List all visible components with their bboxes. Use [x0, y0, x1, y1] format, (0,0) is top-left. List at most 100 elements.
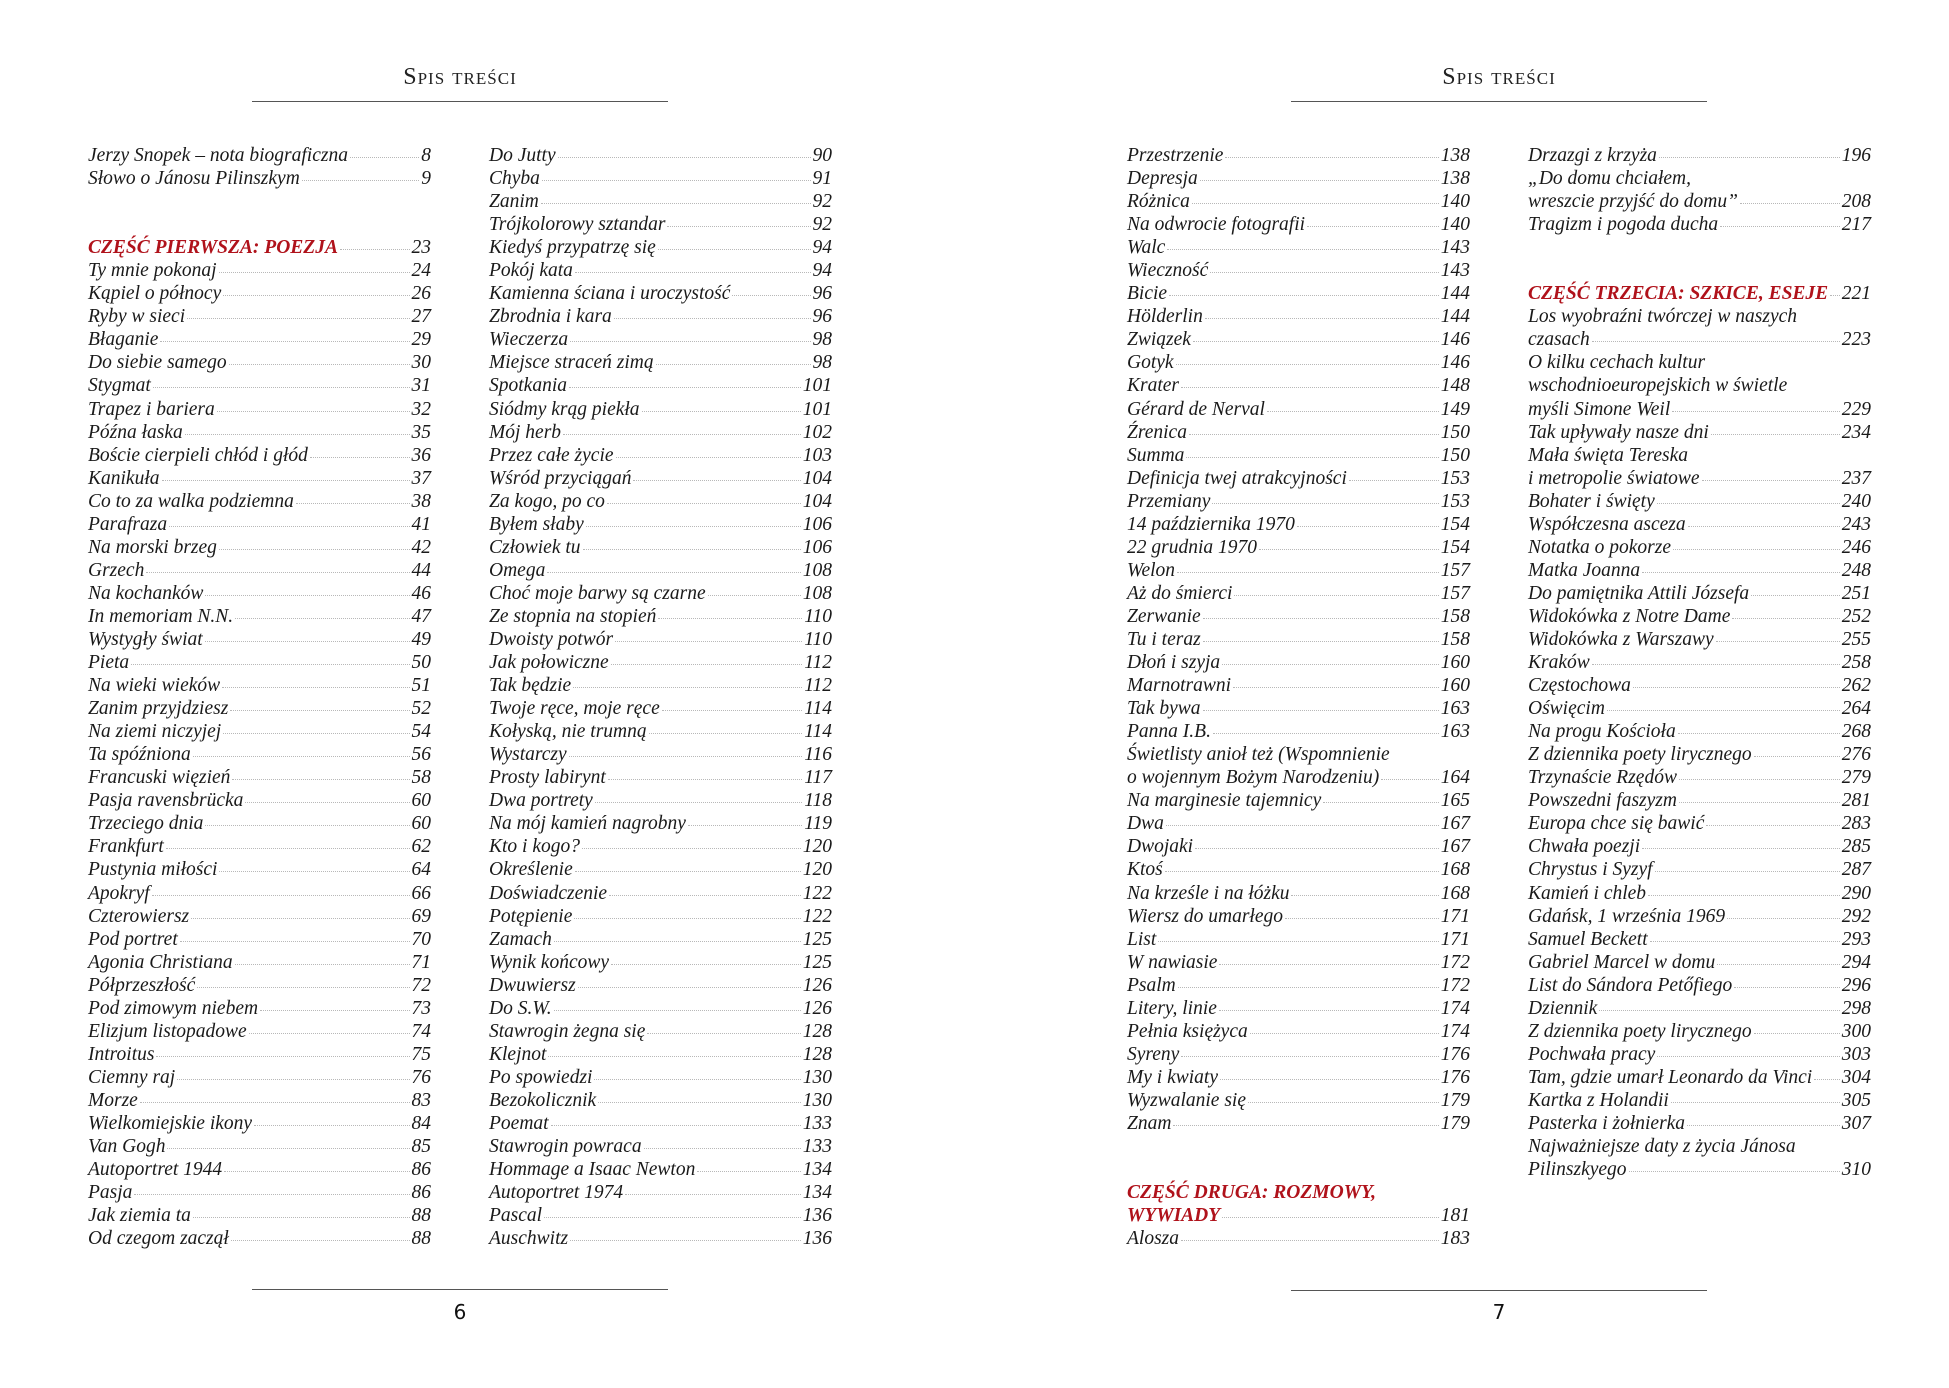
toc-entry[interactable]: Ta spóźniona 56 — [88, 743, 431, 766]
toc-entry[interactable]: Kanikuła 37 — [88, 467, 431, 490]
toc-entry[interactable]: Boście cierpieli chłód i głód 36 — [88, 444, 431, 467]
toc-entry[interactable]: Stygmat 31 — [88, 374, 431, 397]
toc-entry[interactable]: Wystygły świat 49 — [88, 628, 431, 651]
toc-entry[interactable]: Pod portret 70 — [88, 928, 431, 951]
toc-entry[interactable]: Do pamiętnika Attili Józsefa 251 — [1528, 582, 1871, 605]
toc-entry[interactable]: Prosty labirynt 117 — [489, 766, 832, 789]
toc-entry[interactable]: „Do domu chciałem, wreszcie przyjść do do… — [1528, 167, 1871, 213]
toc-entry[interactable]: Do Jutty 90 — [489, 144, 832, 167]
toc-entry[interactable]: Zanim przyjdziesz 52 — [88, 697, 431, 720]
toc-entry[interactable]: Dziennik 298 — [1528, 997, 1871, 1020]
toc-entry[interactable]: Doświadczenie 122 — [489, 882, 832, 905]
toc-entry[interactable]: Tragizm i pogoda ducha 217 — [1528, 213, 1871, 236]
toc-entry[interactable]: Na marginesie tajemnicy 165 — [1127, 789, 1470, 812]
toc-entry[interactable]: Autoportret 1974 134 — [489, 1181, 832, 1204]
toc-entry[interactable]: Notatka o pokorze 246 — [1528, 536, 1871, 559]
toc-entry[interactable]: Późna łaska 35 — [88, 421, 431, 444]
toc-entry[interactable]: Na mój kamień nagrobny 119 — [489, 812, 832, 835]
toc-entry[interactable]: Pełnia księżyca 174 — [1127, 1020, 1470, 1043]
toc-entry[interactable]: Van Gogh 85 — [88, 1135, 431, 1158]
toc-entry[interactable]: Panna I.B. 163 — [1127, 720, 1470, 743]
toc-entry[interactable]: Najważniejsze daty z życia Jánosa Pilinsz… — [1528, 1135, 1871, 1181]
toc-entry[interactable]: Dłoń i szyja 160 — [1127, 651, 1470, 674]
toc-entry[interactable]: Gérard de Nerval 149 — [1127, 398, 1470, 421]
toc-entry[interactable]: Od czegom zaczął 88 — [88, 1227, 431, 1250]
toc-entry[interactable]: Przez całe życie 103 — [489, 444, 832, 467]
toc-entry[interactable]: Po spowiedzi 130 — [489, 1066, 832, 1089]
toc-entry[interactable]: Welon 157 — [1127, 559, 1470, 582]
toc-entry[interactable]: Określenie 120 — [489, 858, 832, 881]
toc-entry[interactable]: Bohater i święty 240 — [1528, 490, 1871, 513]
toc-entry[interactable]: Kąpiel o północy 26 — [88, 282, 431, 305]
toc-entry[interactable]: Na kochanków 46 — [88, 582, 431, 605]
toc-entry[interactable]: Frankfurt 62 — [88, 835, 431, 858]
toc-entry[interactable]: Gabriel Marcel w domu 294 — [1528, 951, 1871, 974]
toc-entry[interactable]: Związek 146 — [1127, 328, 1470, 351]
toc-entry[interactable]: Samuel Beckett 293 — [1528, 928, 1871, 951]
toc-entry[interactable]: Dwa portrety 118 — [489, 789, 832, 812]
toc-entry[interactable]: Omega 108 — [489, 559, 832, 582]
toc-entry[interactable]: Francuski więzień 58 — [88, 766, 431, 789]
toc-entry[interactable]: Depresja 138 — [1127, 167, 1470, 190]
toc-entry[interactable]: Los wyobraźni twórczej w naszych czasach 2… — [1528, 305, 1871, 351]
toc-entry[interactable]: Auschwitz 136 — [489, 1227, 832, 1250]
toc-entry[interactable]: Kołyską, nie trumną 114 — [489, 720, 832, 743]
toc-entry[interactable]: Pustynia miłości 64 — [88, 858, 431, 881]
toc-entry[interactable]: Za kogo, po co 104 — [489, 490, 832, 513]
toc-section-heading[interactable]: CZĘŚĆ TRZECIA: SZKICE, ESEJE 221 — [1528, 282, 1871, 305]
toc-entry[interactable]: Chyba 91 — [489, 167, 832, 190]
toc-entry[interactable]: Trzeciego dnia 60 — [88, 812, 431, 835]
toc-entry[interactable]: Pokój kata 94 — [489, 259, 832, 282]
toc-entry[interactable]: Drzazgi z krzyża 196 — [1528, 144, 1871, 167]
toc-entry[interactable]: Pasja 86 — [88, 1181, 431, 1204]
toc-entry[interactable]: Na morski brzeg 42 — [88, 536, 431, 559]
toc-entry[interactable]: Ciemny raj 76 — [88, 1066, 431, 1089]
toc-entry[interactable]: Ryby w sieci 27 — [88, 305, 431, 328]
toc-entry[interactable]: Dwoisty potwór 110 — [489, 628, 832, 651]
toc-section-heading[interactable]: CZĘŚĆ PIERWSZA: POEZJA 23 — [88, 236, 431, 259]
toc-entry[interactable]: Autoportret 1944 86 — [88, 1158, 431, 1181]
toc-entry[interactable]: Na krześle i na łóżku 168 — [1127, 882, 1470, 905]
toc-entry[interactable]: Twoje ręce, moje ręce 114 — [489, 697, 832, 720]
toc-entry[interactable]: Morze 83 — [88, 1089, 431, 1112]
toc-entry[interactable]: Kamień i chleb 290 — [1528, 882, 1871, 905]
toc-entry[interactable]: Oświęcim 264 — [1528, 697, 1871, 720]
toc-entry[interactable]: Wieczność 143 — [1127, 259, 1470, 282]
toc-entry[interactable]: Na wieki wieków 51 — [88, 674, 431, 697]
toc-entry[interactable]: Do S.W. 126 — [489, 997, 832, 1020]
toc-entry[interactable]: Apokryf 66 — [88, 882, 431, 905]
toc-entry[interactable]: Europa chce się bawić 283 — [1528, 812, 1871, 835]
toc-entry[interactable]: Poemat 133 — [489, 1112, 832, 1135]
toc-entry[interactable]: Przemiany 153 — [1127, 490, 1470, 513]
toc-entry[interactable]: Klejnot 128 — [489, 1043, 832, 1066]
toc-entry[interactable]: Elizjum listopadowe 74 — [88, 1020, 431, 1043]
toc-entry[interactable]: Aż do śmierci 157 — [1127, 582, 1470, 605]
toc-entry[interactable]: Grzech 44 — [88, 559, 431, 582]
toc-entry[interactable]: In memoriam N.N. 47 — [88, 605, 431, 628]
toc-entry[interactable]: Z dziennika poety lirycznego 276 — [1528, 743, 1871, 766]
toc-entry[interactable]: Syreny 176 — [1127, 1043, 1470, 1066]
toc-entry[interactable]: Widokówka z Warszawy 255 — [1528, 628, 1871, 651]
toc-entry[interactable]: Wśród przyciągań 104 — [489, 467, 832, 490]
toc-entry[interactable]: 22 grudnia 1970 154 — [1127, 536, 1470, 559]
toc-entry[interactable]: Walc 143 — [1127, 236, 1470, 259]
toc-entry[interactable]: Do siebie samego 30 — [88, 351, 431, 374]
toc-entry[interactable]: Wystarczy 116 — [489, 743, 832, 766]
toc-entry[interactable]: Jak ziemia ta 88 — [88, 1204, 431, 1227]
toc-entry[interactable]: Pascal 136 — [489, 1204, 832, 1227]
toc-entry[interactable]: Stawrogin żegna się 128 — [489, 1020, 832, 1043]
toc-entry[interactable]: Ty mnie pokonaj 24 — [88, 259, 431, 282]
toc-entry[interactable]: Introitus 75 — [88, 1043, 431, 1066]
toc-entry[interactable]: Kraków 258 — [1528, 651, 1871, 674]
toc-entry[interactable]: Na ziemi niczyjej 54 — [88, 720, 431, 743]
toc-entry[interactable]: Wielkomiejskie ikony 84 — [88, 1112, 431, 1135]
toc-entry[interactable]: Wyzwalanie się 179 — [1127, 1089, 1470, 1112]
toc-entry[interactable]: Powszedni faszyzm 281 — [1528, 789, 1871, 812]
toc-entry[interactable]: Dwa 167 — [1127, 812, 1470, 835]
toc-entry[interactable]: Trójkolorowy sztandar 92 — [489, 213, 832, 236]
toc-entry[interactable]: Summa 150 — [1127, 444, 1470, 467]
toc-entry[interactable]: Tam, gdzie umarł Leonardo da Vinci 304 — [1528, 1066, 1871, 1089]
toc-entry[interactable]: Dwojaki 167 — [1127, 835, 1470, 858]
toc-entry[interactable]: Wynik końcowy 125 — [489, 951, 832, 974]
toc-entry[interactable]: Na progu Kościoła 268 — [1528, 720, 1871, 743]
